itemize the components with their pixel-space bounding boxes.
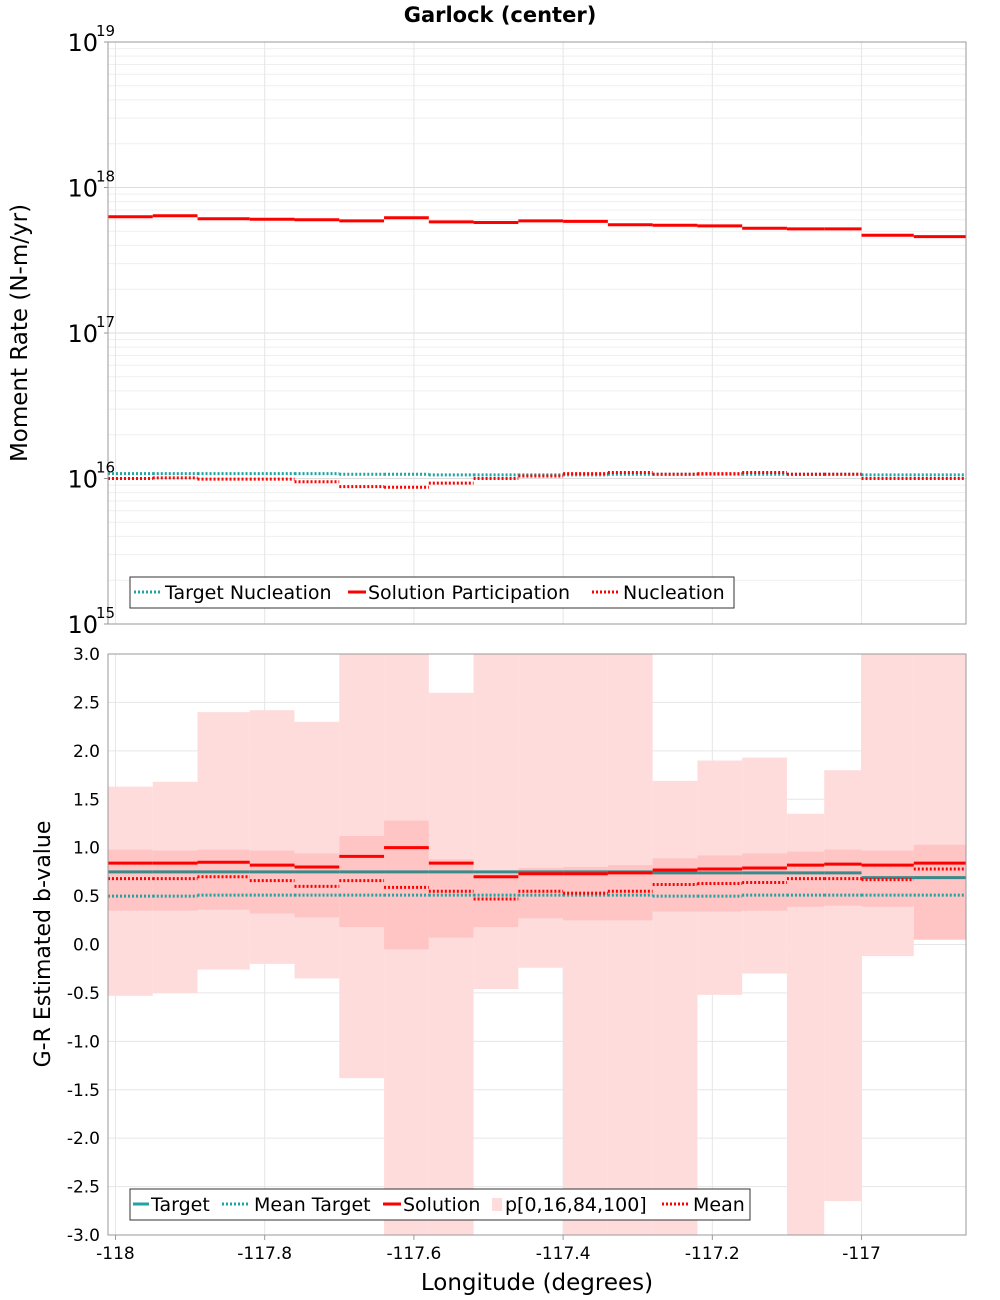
band-p16-p84 (742, 853, 787, 911)
band-p0-p100 (249, 710, 295, 964)
y-tick-label: -2.0 (67, 1129, 100, 1149)
b-value-series (108, 846, 966, 901)
band-p0-p100 (607, 654, 653, 1235)
band-p0-p100 (197, 712, 250, 970)
legend-solution-participation-label: Solution Participation (368, 582, 570, 604)
band-p0-p100 (428, 692, 474, 1235)
y-tick-label: 0.5 (73, 887, 100, 907)
x-tick-label: -117.6 (386, 1244, 441, 1264)
band-p0-p100 (563, 654, 608, 1235)
band-p16-p84 (824, 849, 862, 906)
band-p16-p84 (913, 844, 966, 940)
band-p16-p84 (197, 849, 250, 910)
band-p0-p100 (861, 654, 914, 957)
y-tick-label: 10 (67, 29, 98, 57)
y-tick-label: -1.5 (67, 1081, 100, 1101)
y-tick-exponent: 18 (96, 168, 115, 186)
band-p16-p84 (697, 855, 743, 912)
y-tick-label: 0.0 (73, 936, 100, 956)
moment-rate-legend: Target Nucleation Solution Participation… (129, 576, 735, 609)
legend-percentile-swatch (492, 1198, 502, 1211)
band-p16-p84 (652, 858, 698, 912)
y-tick-label: 10 (67, 320, 98, 348)
b-value-legend-box (129, 1188, 751, 1221)
band-p16-p84 (108, 849, 153, 911)
band-p16-p84 (384, 820, 429, 950)
b-value-percentile-bands (108, 654, 966, 1235)
legend-nucleation-label: Nucleation (623, 582, 725, 604)
y-tick-label: -0.5 (67, 984, 100, 1004)
band-p16-p84 (249, 850, 295, 914)
y-tick-label: 2.0 (73, 742, 100, 762)
moment-rate-grid (108, 42, 966, 625)
legend-mean-label: Mean (693, 1194, 745, 1216)
y-tick-label: 10 (67, 466, 98, 494)
b-value-y-axis-label: G-R Estimated b-value (31, 821, 56, 1068)
legend-mean-target-label: Mean Target (254, 1194, 371, 1216)
band-p16-p84 (473, 873, 519, 928)
band-p0-p100 (294, 721, 340, 979)
band-p16-p84 (152, 850, 198, 911)
y-tick-label: -3.0 (67, 1226, 100, 1246)
band-p16-p84 (518, 868, 564, 919)
chart-title: Garlock (center) (404, 3, 597, 27)
x-tick-label: -117 (842, 1244, 881, 1264)
y-tick-label: 3.0 (73, 645, 100, 665)
y-tick-exponent: 17 (96, 313, 115, 331)
x-axis-label: Longitude (degrees) (421, 1270, 653, 1296)
y-tick-label: -1.0 (67, 1032, 100, 1052)
x-tick-label: -117.4 (536, 1244, 591, 1264)
y-tick-label: 10 (67, 611, 98, 639)
moment-rate-series (108, 214, 966, 489)
band-p0-p100 (652, 780, 698, 1235)
band-p0-p100 (518, 654, 564, 968)
y-tick-exponent: 15 (96, 604, 115, 622)
legend-solution-label: Solution (403, 1194, 480, 1216)
band-p0-p100 (824, 770, 862, 1202)
legend-target-nucleation-label: Target Nucleation (164, 582, 332, 604)
b-value-x-ticks: -118 -117.8 -117.6 -117.4 -117.2 -117 (96, 1235, 881, 1264)
x-tick-label: -118 (96, 1244, 135, 1264)
band-p16-p84 (786, 851, 825, 907)
y-tick-label: 2.5 (73, 693, 100, 713)
y-tick-label: 1.0 (73, 839, 100, 859)
band-p16-p84 (294, 853, 340, 918)
b-value-legend: Target Mean Target Solution p[0,16,84,10… (129, 1188, 751, 1221)
y-tick-exponent: 19 (96, 22, 115, 40)
x-tick-label: -117.8 (237, 1244, 292, 1264)
y-tick-exponent: 16 (96, 459, 115, 477)
x-tick-label: -117.2 (685, 1244, 740, 1264)
moment-rate-y-axis-label: Moment Rate (N-m/yr) (7, 204, 33, 462)
b-value-plot-frame (107, 653, 967, 1236)
band-p0-p100 (473, 654, 519, 990)
y-tick-label: 1.5 (73, 790, 100, 810)
legend-target-label: Target (150, 1194, 210, 1216)
moment-rate-legend-box (129, 576, 735, 609)
legend-percentile-label: p[0,16,84,100] (505, 1194, 647, 1216)
b-value-plot: -3.0 -2.5 -2.0 -1.5 -1.0 -0.5 0.0 0.5 1.0 1.5 2.0 2… (31, 645, 967, 1296)
y-tick-label: -2.5 (67, 1178, 100, 1198)
y-tick-label: 10 (67, 175, 98, 203)
b-value-y-ticks: -3.0 -2.5 -2.0 -1.5 -1.0 -0.5 0.0 0.5 1.0 1.5 2.0 2… (67, 645, 100, 1246)
band-p16-p84 (339, 836, 385, 928)
